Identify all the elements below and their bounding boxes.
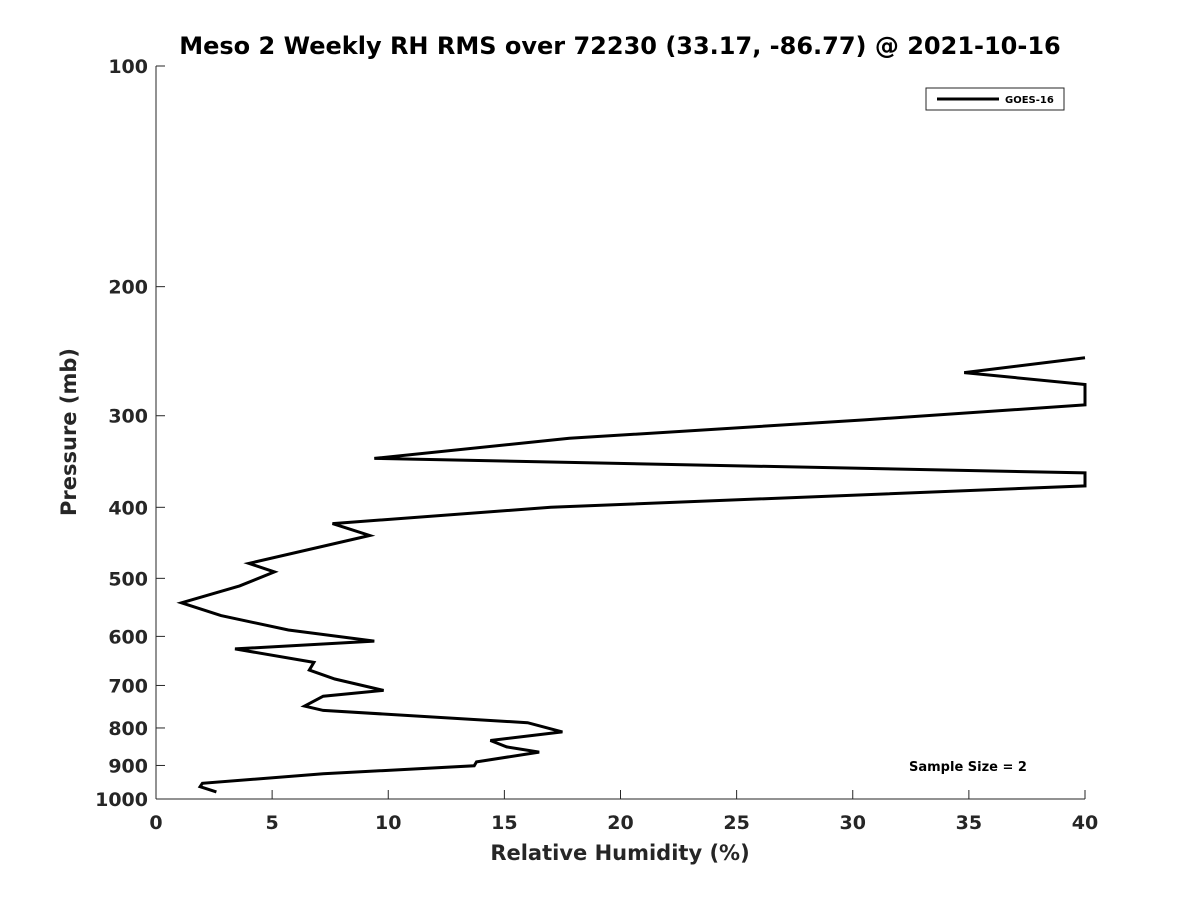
y-tick-label: 300 xyxy=(108,406,148,428)
y-tick-label: 500 xyxy=(108,568,148,590)
x-tick-label: 40 xyxy=(1072,812,1098,834)
x-tick-label: 5 xyxy=(266,812,279,834)
x-tick-label: 20 xyxy=(607,812,633,834)
series-line-goes-16 xyxy=(176,356,1087,794)
y-tick-label: 600 xyxy=(108,626,148,648)
x-tick-label: 25 xyxy=(723,812,749,834)
x-tick-label: 35 xyxy=(956,812,982,834)
y-tick-label: 1000 xyxy=(95,789,148,811)
y-axis-label: Pressure (mb) xyxy=(57,348,81,516)
chart-title: Meso 2 Weekly RH RMS over 72230 (33.17, … xyxy=(179,32,1061,60)
sample-size-annotation: Sample Size = 2 xyxy=(909,760,1027,775)
plot-area: 0 5 10 15 20 25 30 35 40 100 200 300 400 500 600 700 800… xyxy=(95,56,1098,834)
y-tick-label: 400 xyxy=(108,497,148,519)
y-tick-label: 800 xyxy=(108,718,148,740)
x-axis-label: Relative Humidity (%) xyxy=(490,841,749,865)
x-tick-label: 30 xyxy=(840,812,866,834)
y-tick-label: 100 xyxy=(108,56,148,78)
y-tick-label: 900 xyxy=(108,755,148,777)
x-tick-label: 15 xyxy=(491,812,517,834)
legend-label: GOES-16 xyxy=(1005,95,1054,106)
legend: GOES-16 xyxy=(925,87,1065,111)
y-tick-label: 200 xyxy=(108,277,148,299)
x-tick-label: 10 xyxy=(375,812,401,834)
y-tick-label: 700 xyxy=(108,675,148,697)
x-tick-label: 0 xyxy=(149,812,162,834)
